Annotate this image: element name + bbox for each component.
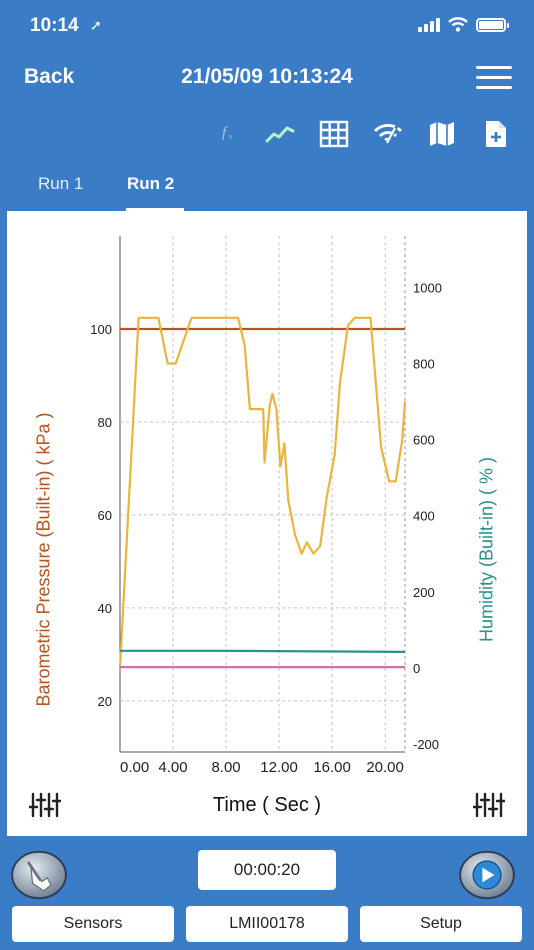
cellular-signal-icon	[418, 17, 440, 32]
y-right-tick-label: 0	[413, 661, 420, 676]
device-button[interactable]: LMII00178	[186, 906, 348, 942]
x-tick-label: 20.00	[366, 759, 404, 776]
battery-icon	[476, 17, 509, 32]
x-tick-label: 4.00	[158, 759, 187, 776]
wifi-icon	[448, 17, 468, 32]
wireless-icon[interactable]	[372, 118, 404, 150]
status-icons	[418, 17, 509, 32]
svg-text:×: ×	[228, 132, 233, 142]
series-line-2	[118, 316, 407, 668]
left-adjust-icon[interactable]	[29, 791, 61, 819]
toolbar: f ×	[0, 118, 534, 150]
y-right-tick-label: 600	[413, 433, 435, 448]
x-tick-label: 8.00	[211, 759, 240, 776]
y-right-axis-label: Humidity (Built-in) ( % )	[476, 456, 497, 643]
location-arrow-icon: ➚	[90, 17, 102, 33]
y-left-tick-label: 60	[98, 508, 112, 523]
x-axis-label: Time ( Sec )	[212, 794, 322, 816]
menu-icon[interactable]	[476, 66, 512, 90]
table-icon[interactable]	[318, 118, 350, 150]
setup-button[interactable]: Setup	[360, 906, 522, 942]
active-tab-indicator	[126, 208, 184, 211]
line-graph-icon[interactable]	[264, 118, 296, 150]
y-right-tick-label: 400	[413, 509, 435, 524]
tab-run-1[interactable]: Run 1	[38, 174, 84, 193]
y-left-axis-label: Barometric Pressure (Built-in) ( kPa )	[33, 412, 54, 707]
map-icon[interactable]	[426, 118, 458, 150]
y-right-tick-label: 200	[413, 585, 435, 600]
run-tabs: Run 1 Run 2	[0, 168, 534, 212]
tap-hand-icon[interactable]	[10, 850, 68, 900]
y-right-tick-label: 1000	[413, 280, 442, 295]
sensors-button[interactable]: Sensors	[12, 906, 174, 942]
y-left-tick-label: 80	[98, 415, 112, 430]
timer-display: 00:00:20	[198, 850, 336, 890]
svg-text:f: f	[222, 125, 228, 141]
x-tick-label: 12.00	[260, 759, 298, 776]
bottom-bar: 00:00:20 Sensors LMII00178 Setup	[0, 842, 534, 950]
y-right-tick-label: 800	[413, 356, 435, 371]
nav-bar: Back 21/05/09 10:13:24	[0, 52, 534, 102]
tab-run-2[interactable]: Run 2	[127, 174, 175, 193]
function-icon[interactable]: f ×	[216, 118, 248, 150]
x-tick-label: 0.00	[120, 759, 149, 776]
x-tick-label: 16.00	[313, 759, 351, 776]
play-icon[interactable]	[458, 850, 516, 900]
add-page-icon[interactable]	[480, 118, 512, 150]
y-left-tick-label: 20	[98, 694, 112, 709]
status-time: 10:14	[30, 15, 79, 36]
series-line-3	[120, 649, 406, 653]
chart-panel: 20 40 60 80 100 -200 0 200 400 600 800 1000 0.00 4.…	[7, 211, 527, 836]
back-button[interactable]: Back	[24, 65, 75, 88]
y-left-tick-label: 40	[98, 601, 112, 616]
line-chart[interactable]: 20 40 60 80 100 -200 0 200 400 600 800 1000 0.00 4.…	[7, 211, 527, 836]
right-adjust-icon[interactable]	[473, 791, 505, 819]
y-right-tick-label: -200	[413, 737, 439, 752]
page-title: 21/05/09 10:13:24	[181, 65, 353, 88]
status-bar: 10:14 ➚	[0, 0, 534, 50]
y-left-tick-label: 100	[90, 322, 112, 337]
